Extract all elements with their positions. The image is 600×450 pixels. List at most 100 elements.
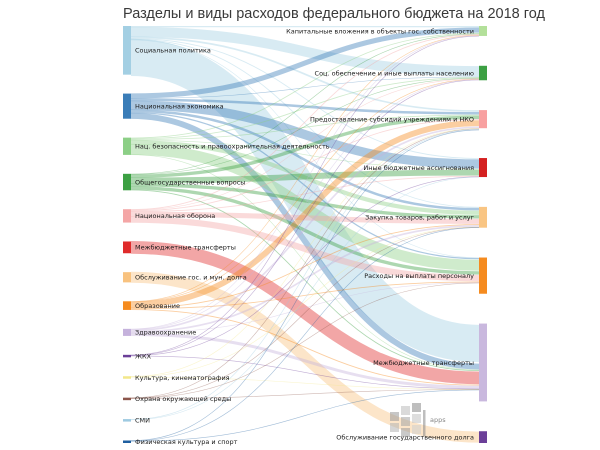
kind-label: Иные бюджетные ассигнования bbox=[363, 164, 474, 172]
flow-link bbox=[130, 78, 480, 211]
flow-link bbox=[130, 119, 480, 212]
watermark-square bbox=[390, 423, 399, 432]
flow-link bbox=[130, 38, 480, 208]
section-label: Образование bbox=[135, 302, 180, 310]
section-node bbox=[123, 272, 131, 283]
section-node bbox=[123, 173, 131, 191]
section-label: Обслуживание гос. и мун. долга bbox=[135, 274, 247, 282]
flow-link bbox=[130, 189, 480, 372]
kind-label: Капитальные вложения в объекты гос. собс… bbox=[286, 27, 474, 35]
section-label: Общегосударственные вопросы bbox=[135, 178, 245, 186]
flow-link bbox=[130, 175, 480, 212]
kind-label: Предоставление субсидий учреждениям и НК… bbox=[310, 115, 474, 123]
flow-link bbox=[130, 176, 480, 421]
flow-link bbox=[130, 226, 480, 399]
flow-link bbox=[130, 183, 480, 219]
flow-link bbox=[130, 115, 480, 178]
node-layer bbox=[123, 26, 487, 443]
flow-link bbox=[130, 224, 480, 309]
flow-link bbox=[130, 389, 480, 442]
kind-node bbox=[479, 206, 487, 228]
flow-link bbox=[130, 227, 480, 442]
flow-link bbox=[130, 389, 480, 399]
kind-node bbox=[479, 431, 487, 443]
section-label: ЖКХ bbox=[135, 352, 152, 360]
flow-link bbox=[130, 216, 480, 282]
flow-link bbox=[130, 333, 480, 389]
flow-link bbox=[130, 169, 480, 184]
flow-link bbox=[130, 36, 480, 112]
flow-link bbox=[130, 39, 480, 259]
section-label: Физическая культура и спорт bbox=[135, 438, 238, 446]
flow-link bbox=[130, 38, 480, 159]
flow-link bbox=[130, 35, 480, 356]
flow-link bbox=[130, 79, 480, 356]
flow-link bbox=[130, 186, 480, 275]
watermark-bar bbox=[423, 410, 426, 436]
flow-link bbox=[130, 78, 480, 303]
flow-link bbox=[130, 109, 480, 211]
flow-link bbox=[130, 143, 480, 271]
flow-link bbox=[130, 241, 480, 385]
kind-label: Закупка товаров, работ и услуг bbox=[365, 214, 474, 222]
watermark-text: apps bbox=[430, 416, 446, 424]
kind-label: Расходы на выплаты персоналу bbox=[364, 272, 474, 280]
flow-link bbox=[130, 211, 480, 224]
section-node bbox=[123, 137, 131, 155]
watermark-square bbox=[412, 425, 421, 434]
flow-link bbox=[130, 282, 480, 399]
flow-link bbox=[130, 26, 480, 77]
section-node bbox=[123, 376, 131, 379]
flow-link bbox=[130, 128, 480, 377]
kind-label: Обслуживание государственного долга bbox=[336, 433, 474, 441]
section-label: СМИ bbox=[135, 417, 150, 425]
flow-link bbox=[130, 35, 480, 330]
kind-label: Межбюджетные трансферты bbox=[373, 359, 474, 367]
flow-link bbox=[130, 129, 480, 441]
section-label: Нац. безопасность и правоохранительная д… bbox=[135, 143, 330, 151]
watermark-square bbox=[412, 414, 421, 423]
flow-link bbox=[130, 355, 480, 390]
flow-link bbox=[130, 139, 480, 170]
watermark-square bbox=[401, 417, 410, 426]
watermark-square bbox=[412, 403, 421, 412]
section-label: Национальная оборона bbox=[135, 212, 215, 220]
kind-node bbox=[479, 158, 487, 178]
flow-link bbox=[130, 33, 480, 175]
section-node bbox=[123, 93, 131, 119]
kind-node bbox=[479, 257, 487, 294]
section-node bbox=[123, 26, 131, 75]
flow-link bbox=[130, 38, 480, 363]
flow-link bbox=[130, 100, 480, 169]
flow-link bbox=[130, 77, 480, 140]
section-label: Национальная экономика bbox=[135, 102, 224, 110]
kind-label: Соц. обеспечение и иные выплаты населени… bbox=[315, 69, 475, 77]
section-node bbox=[123, 440, 131, 443]
link-layer bbox=[130, 25, 480, 443]
section-label: Межбюджетные трансферты bbox=[135, 244, 236, 252]
flow-link bbox=[130, 77, 480, 175]
section-node bbox=[123, 301, 131, 310]
flow-link bbox=[130, 27, 480, 99]
flow-link bbox=[130, 32, 480, 139]
section-label: Охрана окружающей среды bbox=[135, 395, 231, 403]
flow-link bbox=[130, 34, 480, 302]
section-node bbox=[123, 328, 131, 336]
flow-link bbox=[130, 126, 480, 332]
flow-link bbox=[130, 309, 480, 386]
chart-title: Разделы и виды расходов федерального бюд… bbox=[123, 6, 545, 22]
flow-link bbox=[130, 79, 480, 330]
flow-link bbox=[130, 226, 480, 378]
kind-node bbox=[479, 110, 487, 129]
flow-link bbox=[130, 281, 480, 310]
flow-link bbox=[130, 282, 480, 334]
flow-link bbox=[130, 154, 480, 371]
kind-node bbox=[479, 26, 487, 36]
flow-link bbox=[130, 140, 480, 215]
watermark: apps bbox=[390, 403, 446, 437]
flow-link bbox=[130, 376, 480, 390]
flow-link bbox=[130, 128, 480, 399]
flow-link bbox=[130, 129, 480, 420]
flow-link bbox=[130, 114, 480, 141]
